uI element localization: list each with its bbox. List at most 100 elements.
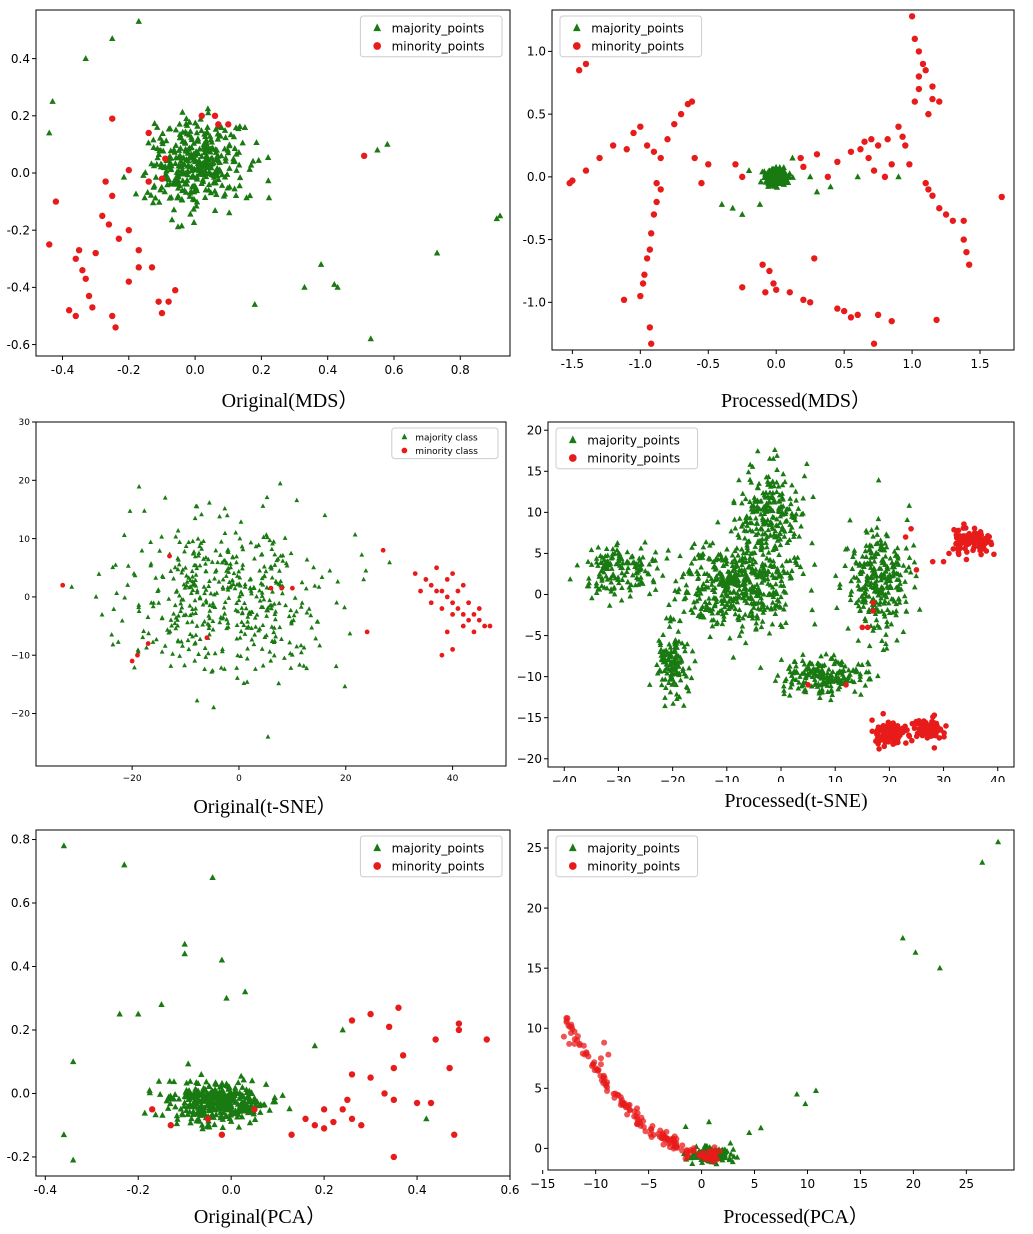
majority-point (205, 109, 212, 116)
minority-point (135, 652, 140, 658)
majority-point (753, 525, 760, 531)
majority-point (176, 561, 182, 567)
majority-point (82, 55, 89, 62)
minority-point (951, 526, 957, 533)
minority-point (637, 292, 644, 300)
majority-point (190, 1100, 197, 1107)
majority-point (291, 612, 297, 618)
minority-point (428, 582, 434, 588)
majority-point (614, 560, 621, 566)
minority-point (813, 151, 821, 158)
minority-point (956, 532, 963, 539)
majority-point (874, 589, 880, 595)
majority-point (319, 574, 325, 579)
majority-point (236, 1089, 243, 1096)
majority-point (238, 519, 244, 524)
majority-point (752, 543, 759, 549)
majority-point (732, 611, 739, 617)
majority-point (646, 681, 653, 687)
majority-point (172, 1103, 179, 1110)
majority-point (751, 549, 758, 556)
majority-point (699, 603, 706, 609)
majority-point (231, 1110, 238, 1117)
majority-point (211, 1121, 218, 1128)
majority-point (745, 167, 753, 173)
minority-point (985, 532, 991, 539)
majority-point (223, 994, 230, 1001)
majority-point (588, 561, 595, 567)
majority-point (780, 503, 786, 509)
minority-point (560, 1033, 567, 1040)
majority-point (793, 497, 799, 503)
majority-point (717, 551, 724, 557)
majority-point (809, 673, 816, 680)
majority-point (172, 141, 180, 148)
minority-point (942, 211, 950, 218)
majority-point (193, 174, 200, 181)
majority-point (246, 1119, 254, 1126)
majority-point (203, 561, 208, 566)
majority-point (496, 212, 504, 219)
majority-point (589, 595, 595, 601)
majority-point (759, 515, 766, 521)
majority-point (865, 608, 872, 615)
majority-point (208, 138, 216, 145)
majority-point (741, 527, 748, 533)
minority-point (991, 551, 997, 558)
majority-point (667, 644, 674, 650)
x-tick-label: 20 (906, 1177, 921, 1191)
minority-point (682, 1155, 689, 1162)
minority-point (963, 248, 970, 256)
majority-point (177, 539, 183, 544)
majority-point (163, 167, 170, 174)
majority-point (236, 568, 242, 574)
majority-point (805, 663, 811, 669)
majority-point (722, 1149, 729, 1155)
minority-point (937, 727, 944, 733)
majority-point (883, 640, 889, 647)
minority-point (660, 1141, 667, 1148)
mds-original-plot: -0.4 -0.2 0.0 0.2 0.4 0.6 0.8-0.6-0.4-0.20.00.… (7, 9, 511, 377)
legend-majority-marker (373, 843, 382, 852)
majority-point (748, 600, 755, 606)
majority-point (299, 600, 305, 605)
majority-point (231, 157, 238, 164)
majority-point (744, 542, 750, 548)
minority-point (961, 521, 967, 527)
majority-point (183, 180, 191, 187)
majority-point (210, 600, 216, 606)
majority-point (247, 1097, 254, 1104)
majority-point (136, 608, 142, 614)
majority-point (342, 683, 348, 689)
majority-point (187, 631, 193, 637)
majority-point (731, 565, 738, 571)
majority-point (787, 527, 794, 534)
minority-point (673, 1135, 680, 1142)
minority-point (961, 533, 968, 539)
y-tick-label: -0.2 (7, 1150, 30, 1164)
majority-point (201, 538, 206, 544)
majority-point (236, 182, 243, 189)
majority-point (213, 547, 219, 553)
minority-point (786, 289, 793, 296)
majority-point (246, 165, 253, 172)
majority-point (193, 1110, 200, 1117)
majority-point (170, 178, 178, 185)
majority-point (226, 595, 232, 600)
majority-point (599, 582, 605, 589)
majority-point (212, 1111, 220, 1118)
x-tick-label: 15 (853, 1177, 868, 1191)
majority-point (818, 667, 825, 673)
majority-point (736, 632, 743, 638)
minority-point (895, 123, 902, 130)
majority-point (208, 590, 214, 596)
majority-point (855, 603, 862, 609)
majority-point (774, 516, 780, 522)
majority-point (279, 636, 284, 641)
minority-point (344, 1096, 351, 1104)
majority-point (686, 570, 693, 576)
majority-point (743, 515, 749, 521)
majority-point (172, 154, 180, 161)
majority-point (157, 163, 165, 170)
